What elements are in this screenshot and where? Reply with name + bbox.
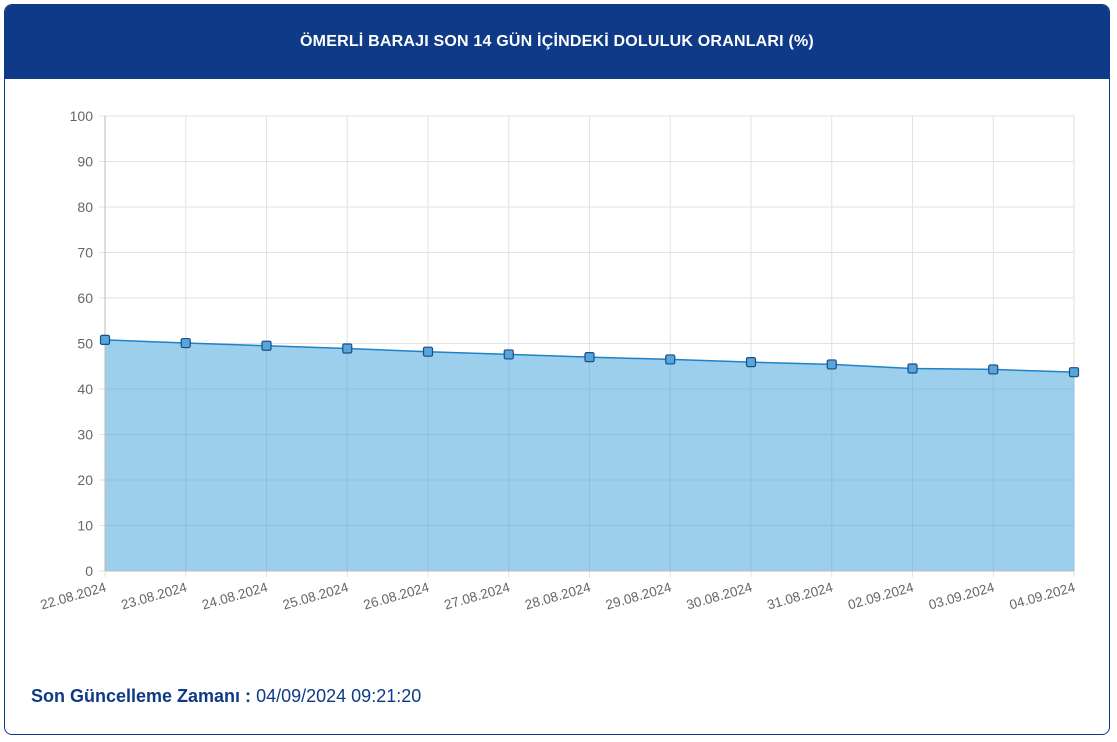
data-point xyxy=(665,354,676,365)
last-update-value: 04/09/2024 09:21:20 xyxy=(256,686,422,706)
data-point xyxy=(584,352,595,363)
data-point xyxy=(180,337,191,349)
x-tick-label: 03.09.2024 xyxy=(927,579,997,612)
y-tick-label: 70 xyxy=(77,245,93,261)
x-tick-label: 22.08.2024 xyxy=(39,579,109,612)
chart-card: ÖMERLİ BARAJI SON 14 GÜN İÇİNDEKİ DOLULU… xyxy=(4,4,1110,735)
x-tick-label: 29.08.2024 xyxy=(604,579,674,612)
x-tick-label: 31.08.2024 xyxy=(765,579,835,612)
data-point xyxy=(503,349,514,360)
y-tick-label: 20 xyxy=(77,472,93,488)
occupancy-chart: 0 10 20 30 40 50 60 70 80 90 100 22.08.2024 23.08.20… xyxy=(39,108,1080,613)
y-tick-label: 40 xyxy=(77,381,93,397)
chart-title: ÖMERLİ BARAJI SON 14 GÜN İÇİNDEKİ DOLULU… xyxy=(300,33,814,50)
x-tick-label: 02.09.2024 xyxy=(846,579,916,612)
y-tick-label: 80 xyxy=(77,199,93,215)
card-header: ÖMERLİ BARAJI SON 14 GÜN İÇİNDEKİ DOLULU… xyxy=(5,5,1109,79)
y-tick-label: 100 xyxy=(70,108,94,124)
data-point xyxy=(745,357,757,368)
data-point xyxy=(907,363,918,374)
data-point xyxy=(826,359,837,370)
last-update: Son Güncelleme Zamanı : 04/09/2024 09:21… xyxy=(31,686,421,707)
x-tick-label: 26.08.2024 xyxy=(362,579,432,612)
last-update-label: Son Güncelleme Zamanı : xyxy=(31,686,252,706)
x-tick-label: 25.08.2024 xyxy=(281,579,351,612)
data-point xyxy=(261,340,272,351)
data-point xyxy=(342,343,353,354)
y-tick-label: 30 xyxy=(77,427,93,443)
x-tick-label: 23.08.2024 xyxy=(119,579,189,612)
x-tick-label: 24.08.2024 xyxy=(200,579,270,612)
data-point xyxy=(422,346,434,357)
y-tick-label: 60 xyxy=(77,290,93,306)
x-tick-label: 04.09.2024 xyxy=(1008,579,1078,612)
y-tick-label: 10 xyxy=(77,518,93,534)
y-tick-label: 90 xyxy=(77,154,93,170)
x-tick-label: 27.08.2024 xyxy=(442,579,512,612)
data-point xyxy=(988,364,999,375)
x-tick-label: 28.08.2024 xyxy=(523,579,593,612)
data-point xyxy=(99,334,111,345)
y-tick-label: 50 xyxy=(77,336,93,352)
data-point xyxy=(1068,367,1080,378)
x-tick-label: 30.08.2024 xyxy=(685,579,755,612)
y-tick-label: 0 xyxy=(85,563,93,579)
